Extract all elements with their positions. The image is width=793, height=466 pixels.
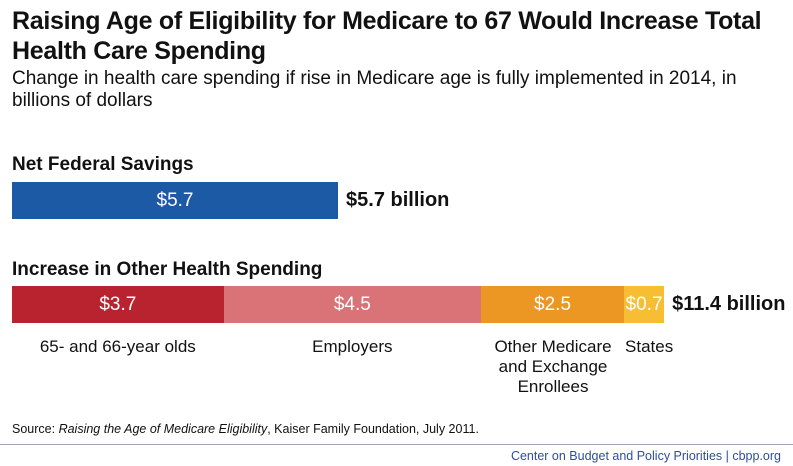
category-label-3: States: [625, 337, 674, 356]
chart-title: Raising Age of Eligibility for Medicare …: [12, 7, 762, 65]
category-label-2: Other Medicare and Exchange Enrollees: [494, 337, 612, 396]
chart-subtitle: Change in health care spending if rise i…: [12, 68, 737, 111]
spending-segment-3: $0.7: [624, 286, 665, 323]
category-label-0: 65- and 66-year olds: [39, 337, 196, 356]
net-federal-savings-total: $5.7 billion: [346, 189, 450, 211]
source-suffix: , Kaiser Family Foundation, July 2011.: [267, 422, 479, 436]
spending-segment-0: $3.7: [12, 286, 224, 323]
other-health-spending-total: $11.4 billion: [672, 293, 786, 315]
category-label-1: Employers: [312, 337, 393, 356]
net-federal-savings-heading: Net Federal Savings: [12, 154, 194, 175]
source-note: Source: Raising the Age of Medicare Elig…: [12, 421, 479, 437]
footer-divider: [0, 444, 793, 445]
spending-segment-2: $2.5: [481, 286, 625, 323]
federal-savings-segment-0: $5.7: [12, 182, 339, 219]
spending-segment-1: $4.5: [223, 286, 482, 323]
source-prefix: Source:: [12, 422, 59, 436]
other-health-spending-heading: Increase in Other Health Spending: [12, 259, 323, 280]
credit-line: Center on Budget and Policy Priorities |…: [510, 449, 781, 463]
source-publication: Raising the Age of Medicare Eligibility: [58, 422, 268, 436]
